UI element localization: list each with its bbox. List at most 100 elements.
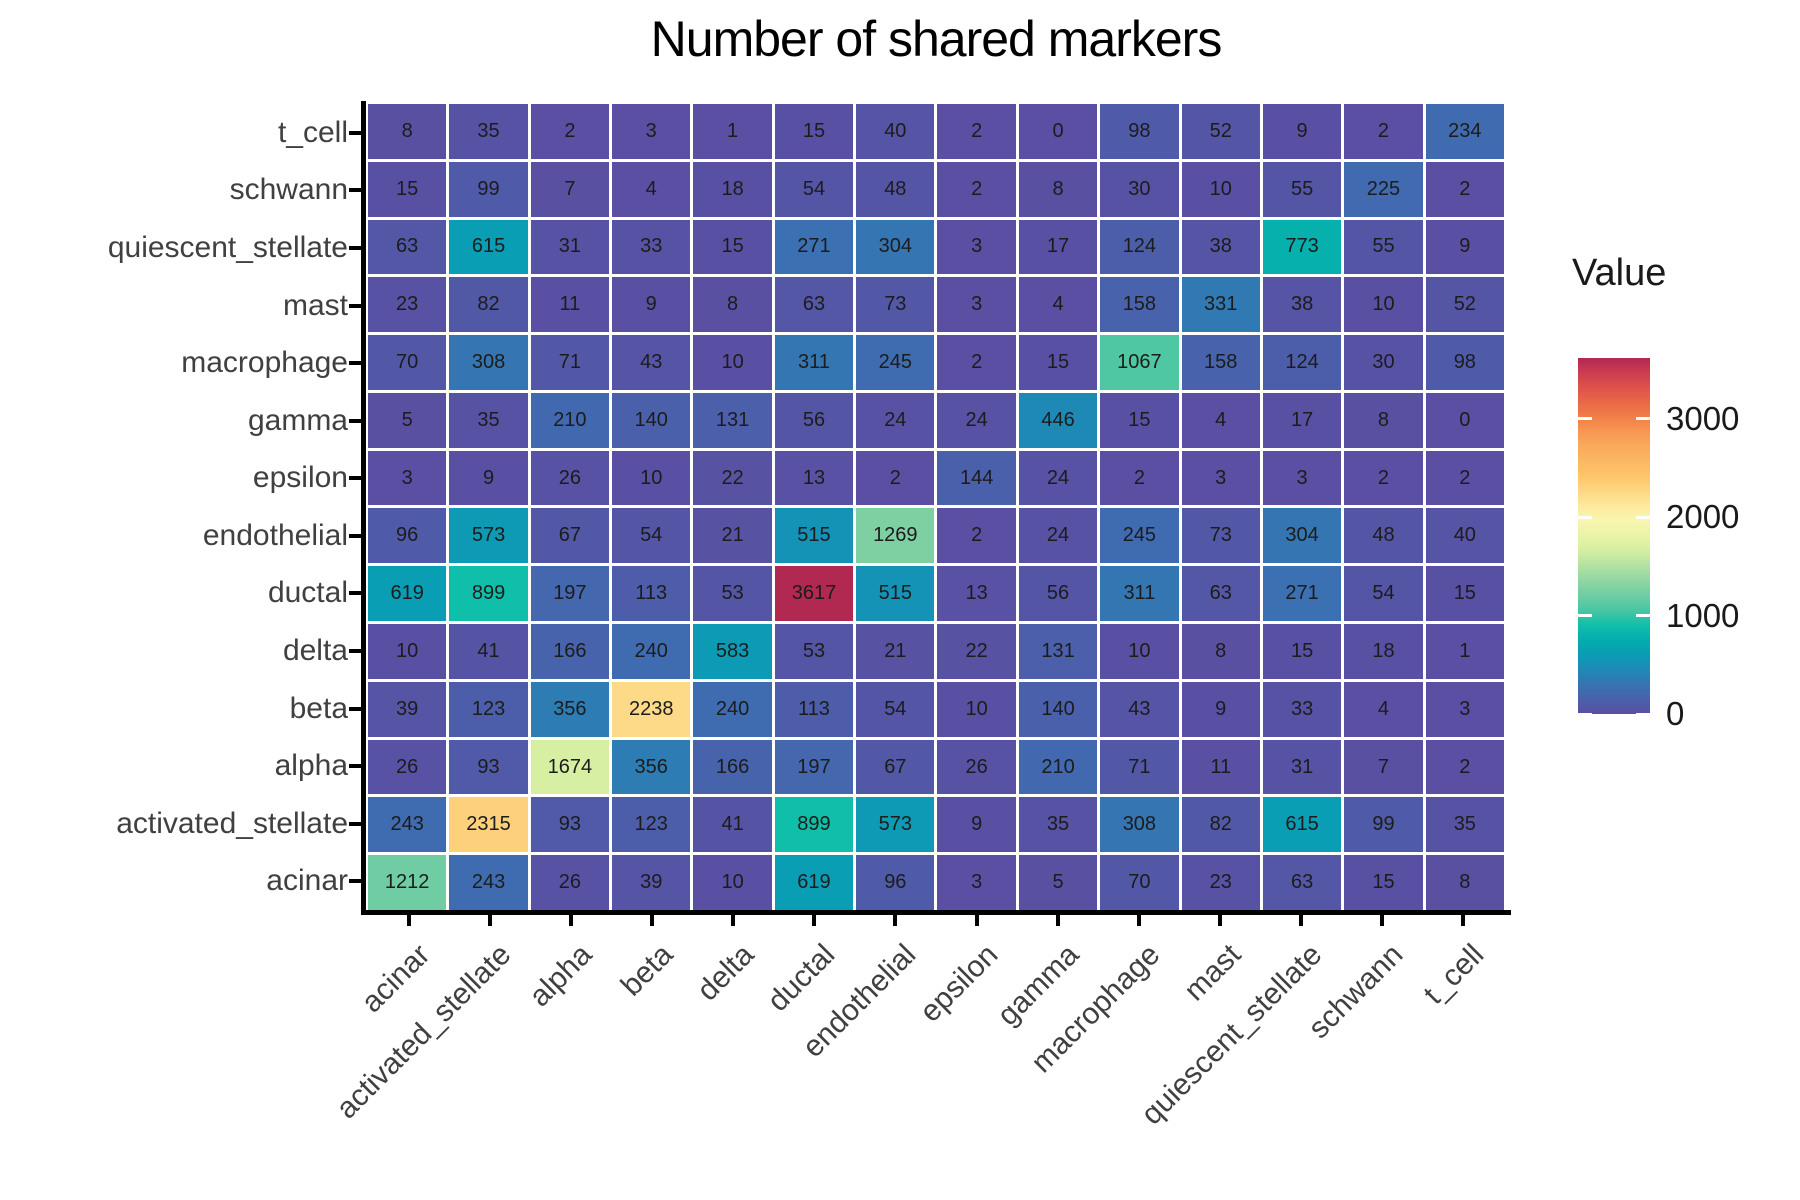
heatmap-cell: 24	[1018, 450, 1098, 506]
heatmap-cell: 311	[774, 335, 854, 390]
heatmap-cell: 9	[937, 797, 1016, 853]
heatmap-cell: 15	[774, 104, 854, 159]
heatmap-cell: 15	[1344, 855, 1423, 910]
heatmap-cell: 615	[449, 219, 528, 275]
heatmap-cell: 308	[1100, 797, 1179, 853]
heatmap-cell: 2	[1425, 450, 1504, 506]
y-axis-tick	[349, 591, 362, 596]
x-axis-label: delta	[691, 938, 761, 1008]
heatmap-cell: 2	[1344, 450, 1423, 506]
y-axis-tick	[349, 418, 362, 423]
heatmap-cell: 93	[530, 797, 610, 853]
heatmap-cell: 63	[1181, 566, 1260, 622]
heatmap-cell: 1269	[856, 508, 935, 564]
heatmap-cell: 26	[530, 450, 610, 506]
y-axis-label: activated_stellate	[116, 806, 348, 840]
heatmap-cell: 2315	[449, 797, 528, 853]
heatmap-cell: 63	[368, 219, 447, 275]
heatmap-cell: 35	[1425, 797, 1504, 853]
heatmap-cell: 240	[612, 624, 691, 679]
heatmap-cell: 899	[774, 797, 854, 853]
heatmap-cell: 4	[1181, 392, 1260, 448]
heatmap-cell: 67	[530, 508, 610, 564]
heatmap-cell: 311	[1100, 566, 1179, 622]
heatmap-cell: 158	[1100, 277, 1179, 333]
heatmap-cell: 17	[1018, 219, 1098, 275]
heatmap-cell: 52	[1181, 104, 1260, 159]
heatmap-cell: 70	[368, 335, 447, 390]
heatmap-cell: 245	[1100, 508, 1179, 564]
heatmap-cell: 2	[937, 161, 1016, 217]
heatmap-cell: 9	[612, 277, 691, 333]
heatmap-cell: 55	[1262, 161, 1342, 217]
heatmap-cell: 3617	[774, 566, 854, 622]
heatmap-cell: 54	[612, 508, 691, 564]
heatmap-cell: 210	[530, 392, 610, 448]
heatmap-cell: 30	[1100, 161, 1179, 217]
heatmap-cell: 140	[612, 392, 691, 448]
heatmap-cell: 31	[1262, 739, 1342, 795]
x-axis-tick	[487, 915, 492, 926]
legend-tick-mark	[1636, 712, 1650, 716]
heatmap-cell: 35	[449, 104, 528, 159]
heatmap-cell: 13	[937, 566, 1016, 622]
y-axis-label: mast	[282, 288, 348, 322]
heatmap-cell: 15	[1262, 624, 1342, 679]
heatmap-cell: 3	[368, 450, 447, 506]
heatmap-cell: 2	[856, 450, 935, 506]
heatmap-cell: 11	[530, 277, 610, 333]
heatmap-cell: 2	[937, 508, 1016, 564]
heatmap-cell: 8	[1344, 392, 1423, 448]
x-axis-label: beta	[614, 938, 680, 1003]
heatmap-cell: 53	[774, 624, 854, 679]
heatmap-cell: 271	[774, 219, 854, 275]
heatmap-cell: 2	[937, 104, 1016, 159]
legend-title: Value	[1572, 252, 1667, 294]
heatmap-cell: 7	[530, 161, 610, 217]
heatmap-grid: 8 35 2 3 1 15 40 2 0 98 52 9 2 234 15 99 7 4 18 54 48 2 8 30 10 5…	[368, 104, 1504, 910]
heatmap-cell: 619	[774, 855, 854, 910]
y-axis-tick	[349, 130, 362, 135]
y-axis-label: delta	[282, 633, 348, 667]
heatmap-cell: 10	[1100, 624, 1179, 679]
heatmap-cell: 243	[368, 797, 447, 853]
heatmap-cell: 2238	[612, 681, 691, 737]
heatmap-cell: 3	[612, 104, 691, 159]
heatmap-cell: 99	[449, 161, 528, 217]
heatmap-cell: 54	[1344, 566, 1423, 622]
x-axis-tick	[1299, 915, 1304, 926]
x-axis-tick	[812, 915, 817, 926]
y-axis-label: t_cell	[277, 115, 348, 149]
heatmap-cell: 1674	[530, 739, 610, 795]
heatmap-cell: 243	[449, 855, 528, 910]
x-axis-tick	[1136, 915, 1141, 926]
y-axis-tick	[349, 188, 362, 193]
x-axis-tick	[650, 915, 654, 926]
heatmap-cell: 96	[368, 508, 447, 564]
heatmap-cell: 98	[1425, 335, 1504, 390]
heatmap-cell: 8	[1018, 161, 1098, 217]
heatmap-cell: 573	[449, 508, 528, 564]
heatmap-cell: 26	[530, 855, 610, 910]
heatmap-cell: 3	[937, 855, 1016, 910]
y-axis-label: beta	[289, 691, 348, 725]
heatmap-cell: 0	[1425, 392, 1504, 448]
heatmap-cell: 55	[1344, 219, 1423, 275]
heatmap-cell: 1	[693, 104, 772, 159]
heatmap-cell: 304	[856, 219, 935, 275]
heatmap-cell: 10	[368, 624, 447, 679]
x-axis-tick	[406, 915, 411, 926]
heatmap-cell: 615	[1262, 797, 1342, 853]
y-axis-tick	[349, 821, 362, 826]
heatmap-cell: 38	[1181, 219, 1260, 275]
heatmap-cell: 4	[1344, 681, 1423, 737]
heatmap-cell: 245	[856, 335, 935, 390]
x-axis-label: alpha	[522, 938, 599, 1014]
heatmap-cell: 140	[1018, 681, 1098, 737]
heatmap-cell: 356	[530, 681, 610, 737]
heatmap-cell: 9	[1181, 681, 1260, 737]
heatmap-cell: 5	[1018, 855, 1098, 910]
y-axis-tick	[349, 361, 362, 366]
heatmap-cell: 21	[693, 508, 772, 564]
heatmap-cell: 82	[449, 277, 528, 333]
